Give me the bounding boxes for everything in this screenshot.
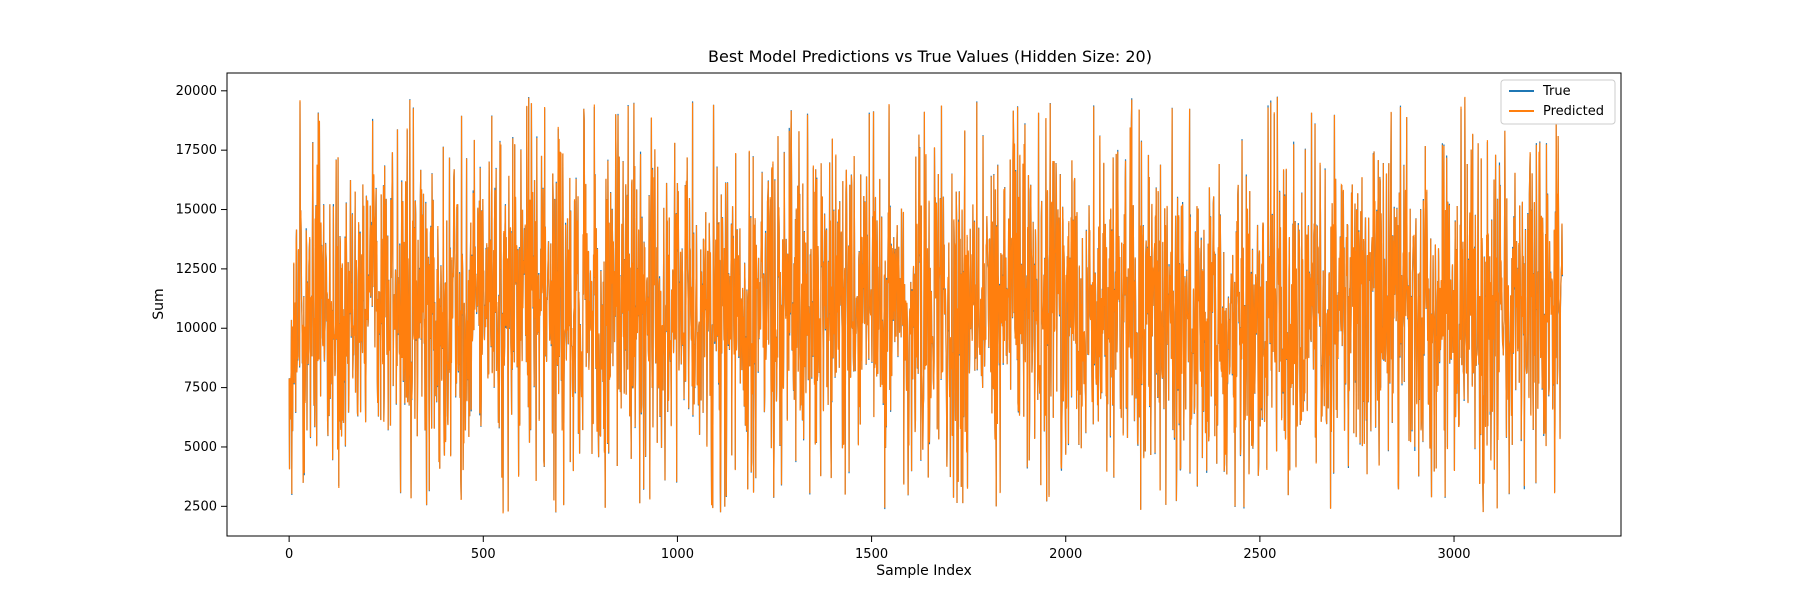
chart-title: Best Model Predictions vs True Values (H… bbox=[708, 47, 1152, 66]
legend-predicted-label: Predicted bbox=[1543, 104, 1604, 119]
y-tick-label: 15000 bbox=[176, 203, 217, 218]
y-tick-label: 10000 bbox=[176, 321, 217, 336]
x-axis-title: Sample Index bbox=[876, 563, 971, 579]
y-axis-title: Sum bbox=[151, 288, 167, 319]
y-tick-label: 17500 bbox=[176, 143, 217, 158]
x-tick-label: 500 bbox=[471, 547, 496, 562]
y-tick-label: 5000 bbox=[184, 440, 217, 455]
x-tick-label: 3000 bbox=[1437, 547, 1470, 562]
y-tick-label: 12500 bbox=[176, 262, 217, 277]
x-tick-label: 0 bbox=[285, 547, 293, 562]
y-tick-label: 2500 bbox=[184, 499, 217, 514]
x-ticks: 0 500 1000 1500 2000 2500 3000 bbox=[285, 536, 1471, 562]
legend: True Predicted bbox=[1500, 79, 1616, 125]
x-tick-label: 1000 bbox=[661, 547, 694, 562]
legend-true-label: True bbox=[1542, 84, 1571, 99]
x-tick-label: 2000 bbox=[1049, 547, 1082, 562]
series-line-predicted bbox=[288, 96, 1563, 514]
x-tick-label: 2500 bbox=[1243, 547, 1276, 562]
y-tick-label: 7500 bbox=[184, 381, 217, 396]
series-lines bbox=[288, 96, 1563, 514]
y-tick-label: 20000 bbox=[176, 84, 217, 99]
plot-area bbox=[226, 72, 1622, 537]
y-ticks: 2500 5000 7500 10000 12500 15000 17500 20000 bbox=[176, 84, 227, 514]
x-tick-label: 1500 bbox=[855, 547, 888, 562]
